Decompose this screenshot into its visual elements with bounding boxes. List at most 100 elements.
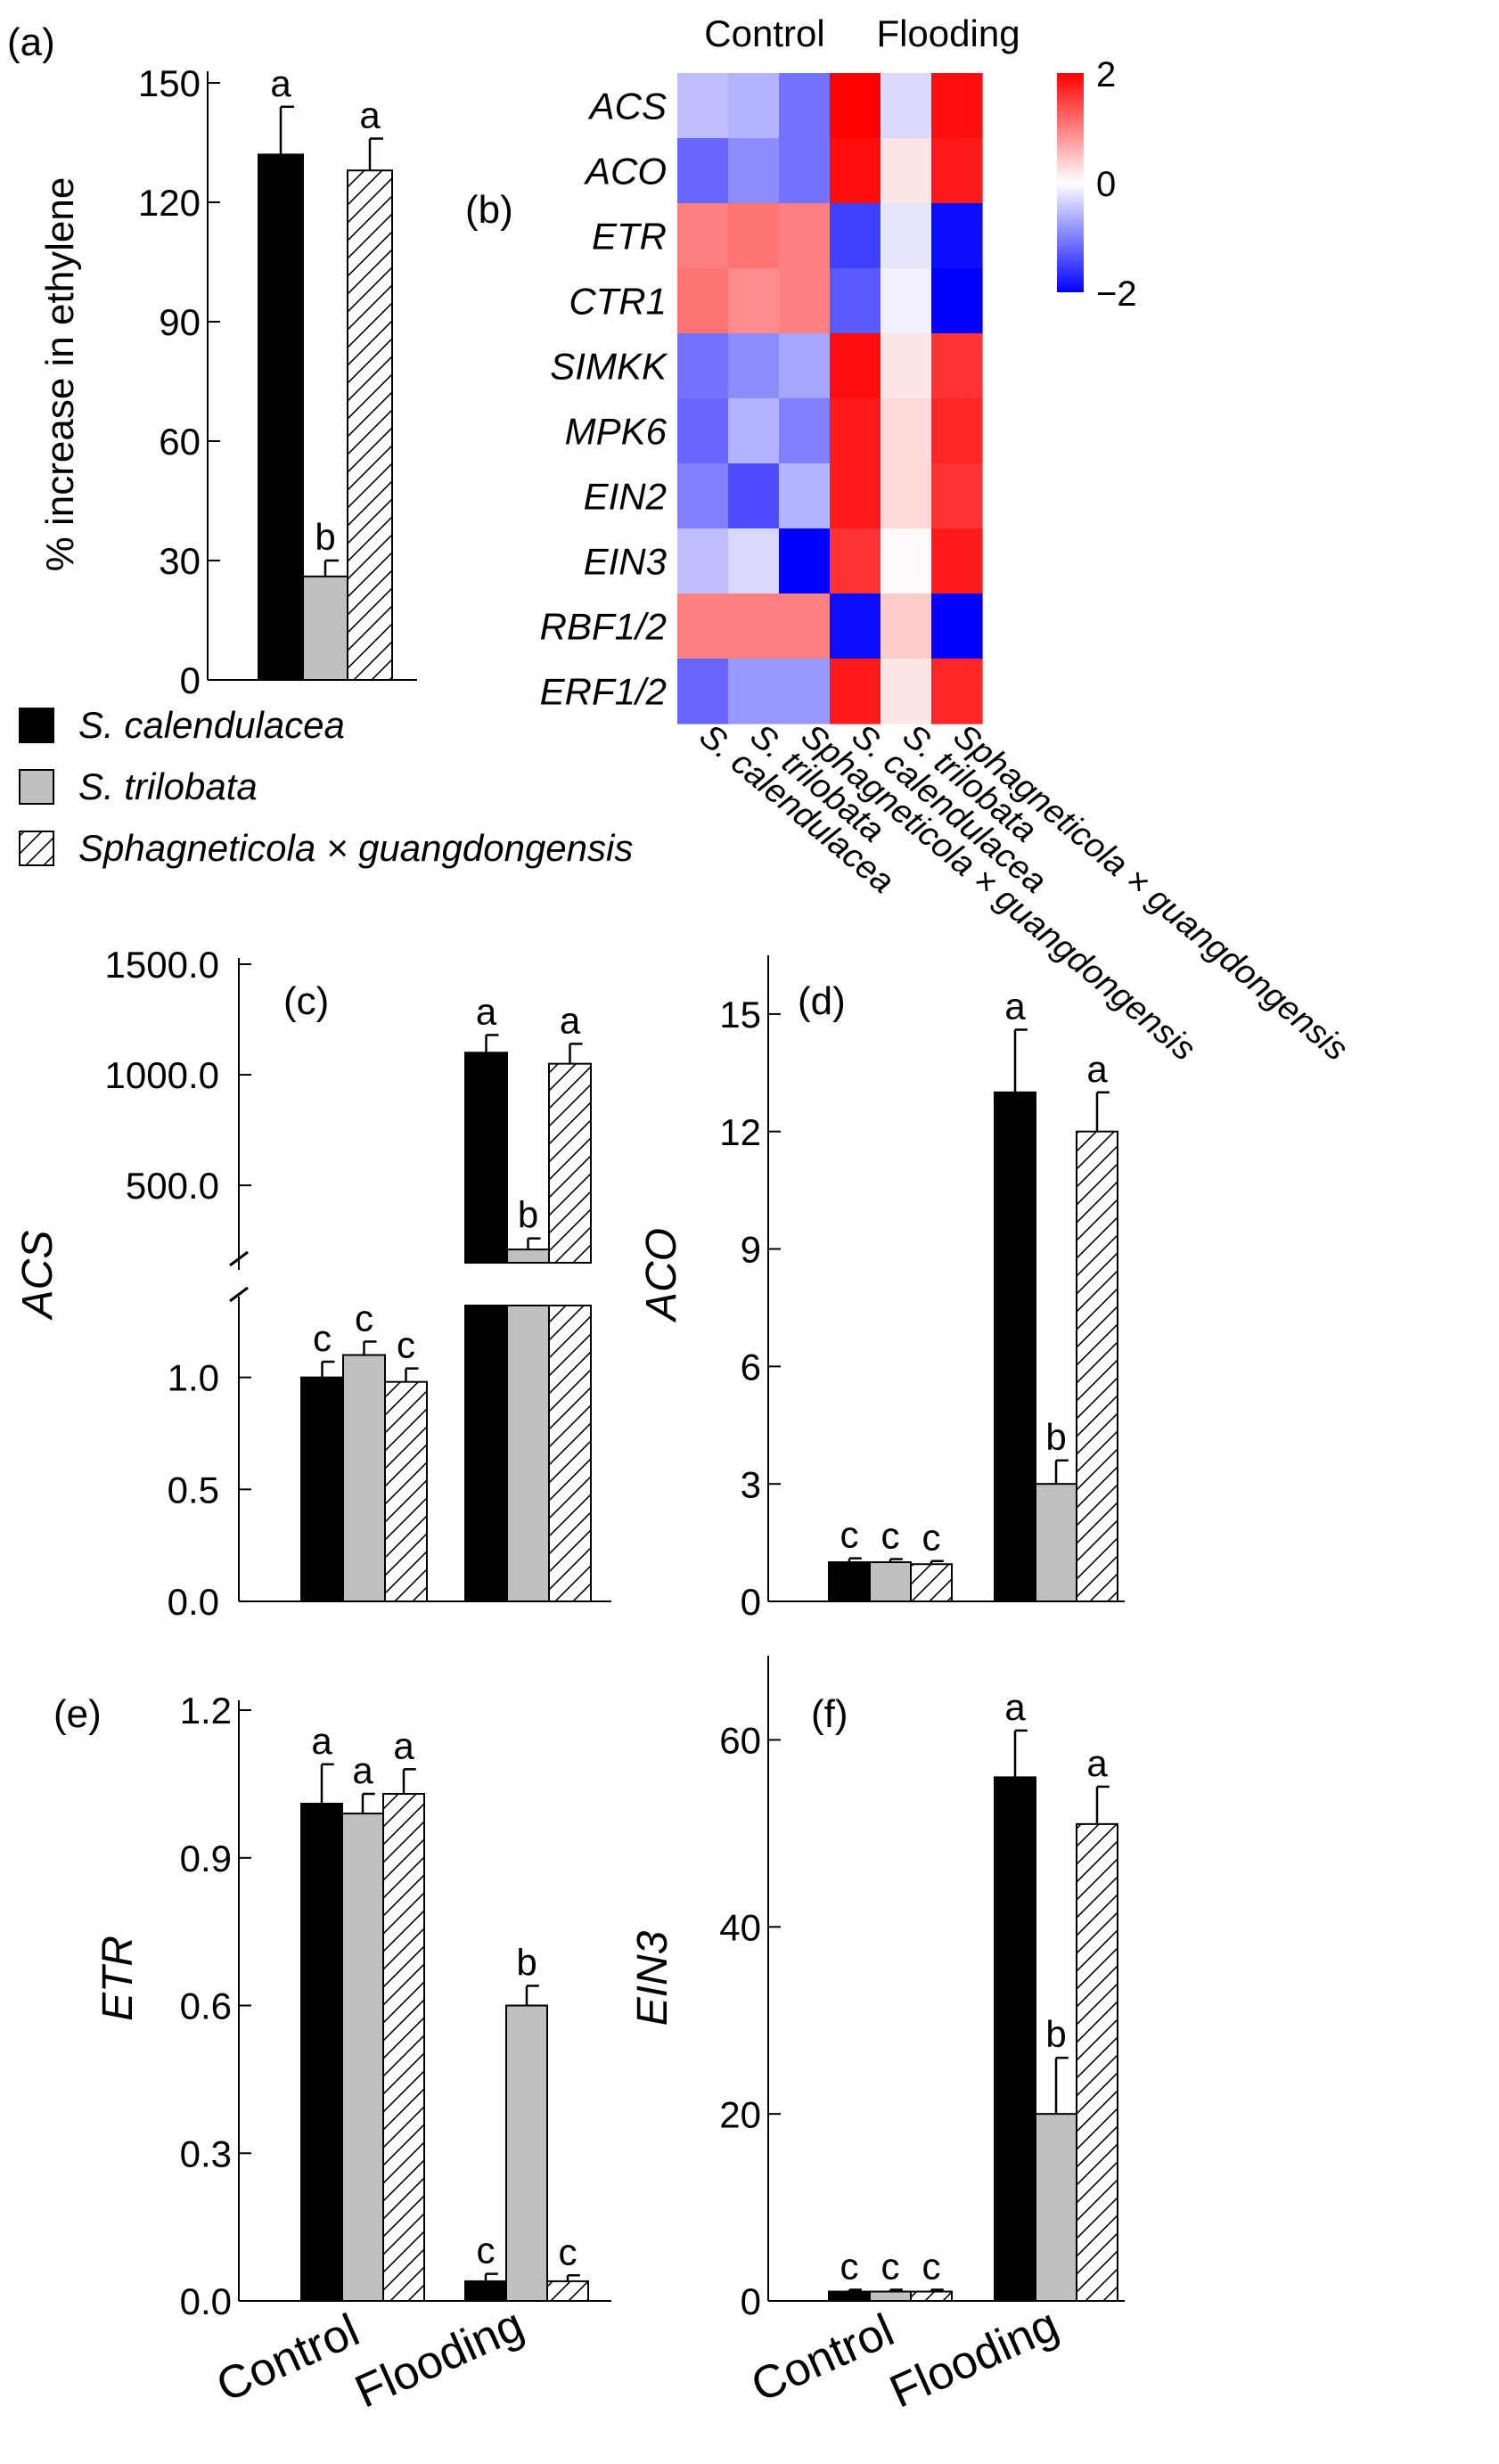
- heatmap-cell: [779, 659, 831, 724]
- panel-c-y-tick-label: 1500.0: [105, 944, 219, 986]
- heatmap-cell: [779, 593, 831, 659]
- panel-c-y-tick-label: 500.0: [126, 1165, 219, 1207]
- panel-e-y-tick-label: 0.9: [180, 1838, 232, 1879]
- panel-e-y-tick-label: 1.2: [180, 1690, 232, 1731]
- heatmap-cell: [677, 528, 729, 594]
- heatmap-cell: [830, 73, 881, 139]
- heatmap-cell: [779, 528, 831, 594]
- heatmap-row-label: ACO: [583, 151, 667, 192]
- panel-c-bar-lower: [464, 1305, 508, 1602]
- panel-c-significance-letter: b: [518, 1194, 538, 1236]
- panel-e-y-tick-label: 0.0: [180, 2280, 232, 2322]
- panel-e-bar: [382, 1792, 425, 2302]
- panel-e-significance-letter: b: [516, 1941, 537, 1983]
- heatmap-cell: [779, 333, 831, 399]
- heatmap-cell: [931, 203, 983, 269]
- heatmap-cell: [728, 203, 780, 269]
- heatmap-cell: [931, 528, 983, 594]
- panel-d-y-tick-label: 0: [741, 1581, 761, 1623]
- y-axis-label-a: % increase in ethylene: [38, 177, 82, 572]
- panel-c-y-tick-label: 1.0: [168, 1357, 219, 1399]
- heatmap-cell: [830, 203, 881, 269]
- panel-a-y-tick-label: 150: [138, 62, 201, 104]
- heatmap-row-label: SIMKK: [550, 346, 668, 388]
- panel-f-x-category-label: Control: [744, 2304, 902, 2412]
- panel-f-significance-letter: c: [840, 2245, 859, 2287]
- panel-c-significance-letter: c: [397, 1324, 415, 1366]
- y-axis-label-d: ACO: [638, 1228, 685, 1323]
- panel-e-significance-letter: c: [559, 2231, 577, 2272]
- panel-a-y-tick-label: 90: [159, 301, 201, 343]
- heatmap-cell: [779, 268, 831, 334]
- panel-c-significance-letter: c: [313, 1317, 332, 1359]
- panel-c-bar: [384, 1380, 428, 1603]
- colorbar-tick-label: 2: [1096, 55, 1116, 94]
- panel-d-bar: [869, 1561, 912, 1602]
- panel-label-b: (b): [465, 188, 513, 232]
- panel-d-significance-letter: b: [1045, 1416, 1066, 1458]
- heatmap-cell: [881, 138, 932, 204]
- heatmap-cell: [728, 268, 780, 334]
- legend-swatch-hatch: [19, 831, 54, 866]
- heatmap-cell: [931, 268, 983, 334]
- heatmap-cell: [677, 593, 729, 659]
- panel-c-axis-break: [229, 1250, 249, 1267]
- heatmap-cell: [677, 203, 729, 269]
- legend-label: S. trilobata: [78, 765, 258, 807]
- panel-d-significance-letter: c: [881, 1515, 900, 1557]
- legend-swatch-gray: [19, 769, 54, 805]
- panel-f-significance-letter: a: [1004, 1686, 1026, 1728]
- panel-e-y-tick-label: 0.6: [180, 1985, 232, 2027]
- panel-c-bar: [300, 1376, 344, 1602]
- panel-e-bar: [546, 2280, 589, 2302]
- panel-f-bar: [828, 2290, 871, 2303]
- panel-d-bar: [1076, 1130, 1118, 1602]
- heatmap-group-flooding: Flooding: [876, 12, 1020, 54]
- y-axis-label-f: EIN3: [629, 1930, 676, 2026]
- heatmap-cell: [728, 73, 780, 139]
- heatmap-cell: [728, 528, 780, 594]
- panel-f-x-category-label: Flooding: [882, 2298, 1066, 2418]
- panel-c-bar-upper: [506, 1248, 550, 1264]
- heatmap-cell: [881, 398, 932, 464]
- panel-e-bar: [505, 2004, 548, 2303]
- heatmap-cell: [830, 398, 881, 464]
- heatmap-row-label: RBF1/2: [540, 606, 667, 648]
- panel-e-significance-letter: a: [352, 1749, 373, 1791]
- heatmap-cell: [728, 398, 780, 464]
- y-axis-label-e: ETR: [94, 1936, 142, 2021]
- panel-a-significance-letter: b: [315, 516, 335, 558]
- panel-d-bar: [828, 1561, 871, 1602]
- panel-f-bar: [994, 1776, 1036, 2302]
- heatmap-cell: [931, 398, 983, 464]
- heatmap-cell: [779, 398, 831, 464]
- colorbar: [1057, 73, 1084, 292]
- panel-e-x-category-label: Control: [209, 2304, 367, 2412]
- panel-a-y-tick-label: 0: [180, 659, 201, 701]
- heatmap-row-label: ETR: [592, 216, 667, 258]
- panel-d-significance-letter: c: [840, 1514, 859, 1556]
- panel-f-significance-letter: c: [881, 2245, 900, 2287]
- panel-f-significance-letter: a: [1086, 1742, 1108, 1784]
- panel-e-bar: [300, 1803, 343, 2302]
- legend-label: S. calendulacea: [78, 704, 345, 746]
- panel-c-bar-upper: [548, 1062, 592, 1264]
- panel-c-significance-letter: a: [476, 990, 497, 1032]
- panel-e-significance-letter: a: [311, 1720, 332, 1762]
- panel-d-significance-letter: a: [1086, 1048, 1108, 1090]
- panel-a-bar: [302, 575, 348, 681]
- panel-d-significance-letter: c: [922, 1517, 941, 1559]
- panel-e-x-category-label: Flooding: [348, 2298, 531, 2418]
- heatmap-cell: [931, 333, 983, 399]
- heatmap-cell: [931, 659, 983, 724]
- panel-e-significance-letter: c: [477, 2230, 496, 2272]
- panel-label-c: (c): [283, 979, 329, 1023]
- heatmap-cell: [881, 73, 932, 139]
- panel-c-bar-upper: [464, 1052, 508, 1265]
- panel-f-y-tick-label: 60: [719, 1720, 761, 1762]
